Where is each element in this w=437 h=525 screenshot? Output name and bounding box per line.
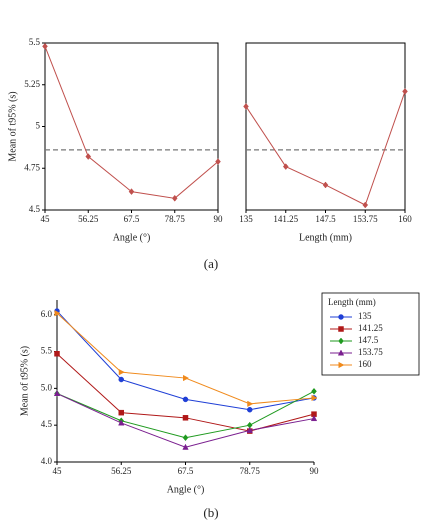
x-tick-label: 67.5 [178, 466, 194, 476]
marker [282, 163, 289, 170]
marker [338, 314, 344, 320]
x-tick-label: 90 [214, 214, 224, 224]
marker [362, 201, 369, 209]
marker [338, 337, 344, 345]
y-tick-label: 5.0 [41, 382, 53, 392]
y-tick-label: 4.5 [29, 204, 41, 214]
marker [310, 415, 318, 422]
y-tick-label: 5 [36, 121, 41, 131]
marker [182, 415, 189, 421]
y-axis-label: Mean of t95% (s) [19, 346, 30, 416]
y-tick-label: 5.5 [41, 346, 53, 356]
marker [42, 42, 48, 50]
y-tick-label: 4.0 [41, 456, 53, 466]
data-line [56, 312, 315, 405]
legend-box [321, 292, 420, 376]
x-tick-label: 78.75 [240, 466, 261, 476]
caption: (b) [203, 505, 218, 520]
marker [247, 406, 253, 413]
marker [171, 194, 178, 202]
marker [118, 419, 125, 426]
marker [54, 310, 61, 317]
marker [311, 394, 318, 402]
x-axis-label: Length (mm) [299, 232, 352, 243]
y-tick-label: 5.25 [24, 79, 40, 89]
x-tick-label: 160 [398, 214, 412, 224]
x-tick-label: 153.75 [353, 214, 378, 224]
x-tick-label: 45 [53, 466, 63, 476]
marker [53, 389, 61, 397]
marker [85, 153, 92, 160]
y-tick-label: 4.5 [41, 419, 53, 429]
x-axis-label: Angle (°) [113, 232, 151, 243]
marker [118, 376, 124, 383]
marker [338, 326, 344, 332]
data-line [44, 46, 219, 199]
marker [182, 434, 189, 442]
marker [118, 369, 125, 376]
marker [182, 396, 189, 403]
y-tick-label: 5.5 [29, 37, 41, 47]
legend-label: 147.5 [358, 335, 379, 345]
data-line [56, 310, 315, 411]
marker [128, 188, 135, 196]
x-tick-label: 45 [41, 214, 51, 224]
legend-title: Length (mm) [328, 297, 376, 307]
legend-label: 135 [358, 311, 372, 321]
marker [246, 426, 253, 433]
marker [183, 374, 190, 382]
marker [54, 351, 60, 357]
x-tick-label: 67.5 [124, 214, 140, 224]
x-tick-label: 147.5 [315, 214, 336, 224]
x-tick-label: 56.25 [78, 214, 99, 224]
marker [338, 361, 345, 369]
legend-label: 141.25 [358, 323, 383, 333]
legend-label: 160 [358, 359, 372, 369]
y-axis-label: Mean of t95% (s) [7, 91, 18, 161]
y-tick-label: 4.75 [24, 162, 40, 172]
marker [243, 103, 249, 110]
x-tick-label: 56.25 [111, 466, 132, 476]
marker [118, 409, 124, 416]
x-tick-label: 135 [239, 214, 253, 224]
marker [182, 443, 189, 450]
marker [402, 88, 408, 95]
x-axis-label: Angle (°) [167, 484, 205, 495]
marker [322, 181, 329, 189]
plot-frame [44, 42, 219, 211]
y-tick-label: 6.0 [41, 309, 53, 319]
caption: (a) [204, 256, 218, 271]
x-tick-label: 78.75 [165, 214, 186, 224]
marker [337, 349, 345, 356]
marker [215, 158, 221, 165]
legend-label: 153.75 [358, 347, 383, 357]
marker [311, 387, 317, 395]
x-tick-label: 90 [310, 466, 320, 476]
marker [247, 400, 254, 407]
x-tick-label: 141.25 [273, 214, 298, 224]
